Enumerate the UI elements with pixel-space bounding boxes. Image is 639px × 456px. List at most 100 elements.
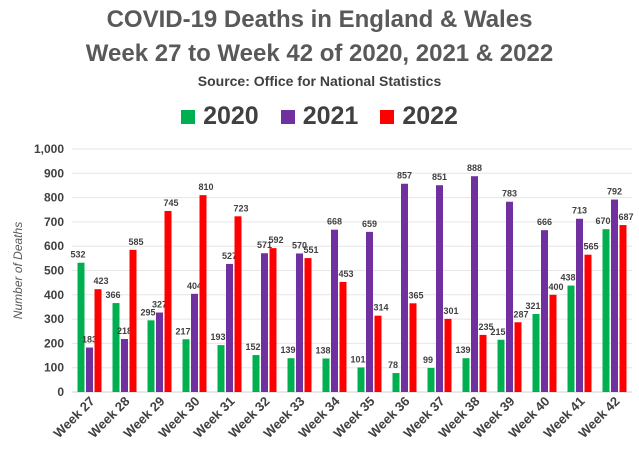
bar-2020 — [602, 229, 610, 392]
bar-2022 — [164, 210, 172, 392]
bar-2021 — [121, 339, 128, 392]
bar-2022 — [374, 315, 382, 392]
data-label: 713 — [572, 206, 587, 216]
data-label: 570 — [292, 240, 307, 250]
y-tick-label: 100 — [44, 361, 64, 375]
data-label: 217 — [175, 326, 190, 336]
bar-2022 — [444, 318, 452, 392]
bar-2020 — [532, 313, 540, 392]
bar-2021 — [576, 218, 583, 392]
data-label: 235 — [478, 322, 493, 332]
data-label: 565 — [583, 242, 598, 252]
data-label: 301 — [443, 306, 458, 316]
y-tick-label: 400 — [44, 288, 64, 302]
data-label: 152 — [245, 342, 260, 352]
y-tick-label: 600 — [44, 239, 64, 253]
legend-swatch-2021 — [280, 109, 295, 124]
legend-label: 2020 — [203, 102, 259, 130]
data-label: 99 — [423, 355, 433, 365]
bar-2021 — [541, 230, 548, 392]
data-label: 193 — [210, 332, 225, 342]
data-label: 745 — [163, 198, 178, 208]
y-tick-label: 0 — [57, 385, 64, 399]
data-label: 287 — [513, 309, 528, 319]
data-label: 723 — [233, 203, 248, 213]
data-label: 810 — [198, 182, 213, 192]
data-label: 321 — [525, 301, 540, 311]
bar-2022 — [129, 249, 137, 392]
data-label: 438 — [560, 273, 575, 283]
data-label: 404 — [187, 281, 202, 291]
data-label: 585 — [128, 237, 143, 247]
legend-swatch-2022 — [380, 109, 395, 124]
legend-label: 2022 — [402, 102, 458, 130]
bar-2021 — [86, 347, 93, 392]
data-label: 592 — [268, 235, 283, 245]
bar-2022 — [514, 322, 522, 392]
chart-source: Source: Office for National Statistics — [197, 73, 442, 89]
data-label: 314 — [373, 303, 388, 313]
bar-2022 — [234, 216, 242, 392]
bar-2022 — [199, 195, 207, 392]
chart-subtitle: Week 27 to Week 42 of 2020, 2021 & 2022 — [85, 40, 554, 67]
data-label: 327 — [152, 300, 167, 310]
bar-2022 — [304, 258, 312, 392]
y-tick-label: 200 — [44, 336, 64, 350]
data-label: 527 — [222, 251, 237, 261]
bar-2021 — [261, 253, 268, 392]
data-label: 659 — [362, 219, 377, 229]
legend-item-2021: 2021 — [280, 102, 359, 131]
legend-label: 2021 — [302, 102, 359, 130]
data-label: 888 — [467, 163, 482, 173]
bar-2020 — [497, 339, 505, 392]
bar-2021 — [331, 229, 338, 392]
data-label: 792 — [607, 187, 622, 197]
bar-2020 — [182, 339, 190, 392]
data-label: 423 — [93, 276, 108, 286]
bar-2021 — [191, 293, 198, 392]
data-label: 218 — [117, 326, 132, 336]
bar-2022 — [269, 248, 277, 392]
bar-2020 — [77, 262, 85, 392]
y-tick-label: 800 — [44, 191, 64, 205]
bar-2022 — [584, 254, 592, 392]
legend-swatch-2020 — [181, 109, 196, 124]
y-tick-label: 300 — [44, 312, 64, 326]
data-label: 78 — [388, 360, 398, 370]
bar-2020 — [357, 367, 365, 392]
data-label: 101 — [350, 354, 365, 364]
bar-2020 — [567, 285, 575, 392]
chart-title: COVID-19 Deaths in England & Wales — [106, 6, 533, 33]
bar-2021 — [506, 201, 513, 392]
bar-2020 — [252, 355, 260, 392]
data-label: 215 — [490, 327, 505, 337]
data-label: 138 — [315, 345, 330, 355]
data-label: 532 — [70, 250, 85, 260]
bar-2021 — [611, 199, 618, 392]
y-axis-label: Number of Deaths — [11, 222, 25, 319]
data-label: 139 — [280, 345, 295, 355]
legend-item-2022: 2022 — [380, 102, 458, 131]
y-tick-label: 1,000 — [34, 142, 64, 156]
data-label: 365 — [408, 290, 423, 300]
y-tick-label: 700 — [44, 215, 64, 229]
bar-2021 — [296, 253, 303, 392]
y-tick-label: 900 — [44, 166, 64, 180]
bar-2021 — [401, 183, 408, 392]
legend-item-2020: 2020 — [181, 102, 259, 131]
data-label: 400 — [548, 282, 563, 292]
bar-2020 — [147, 320, 155, 392]
data-label: 571 — [257, 240, 272, 250]
bar-2020 — [392, 373, 400, 392]
bar-2020 — [112, 303, 120, 392]
bar-2022 — [479, 334, 487, 392]
data-label: 183 — [82, 335, 97, 345]
bar-2020 — [427, 367, 435, 392]
data-label: 783 — [502, 189, 517, 199]
data-label: 687 — [618, 212, 633, 222]
bar-2022 — [339, 281, 347, 392]
data-label: 857 — [397, 171, 412, 181]
data-label: 295 — [140, 307, 155, 317]
y-tick-label: 500 — [44, 264, 64, 278]
